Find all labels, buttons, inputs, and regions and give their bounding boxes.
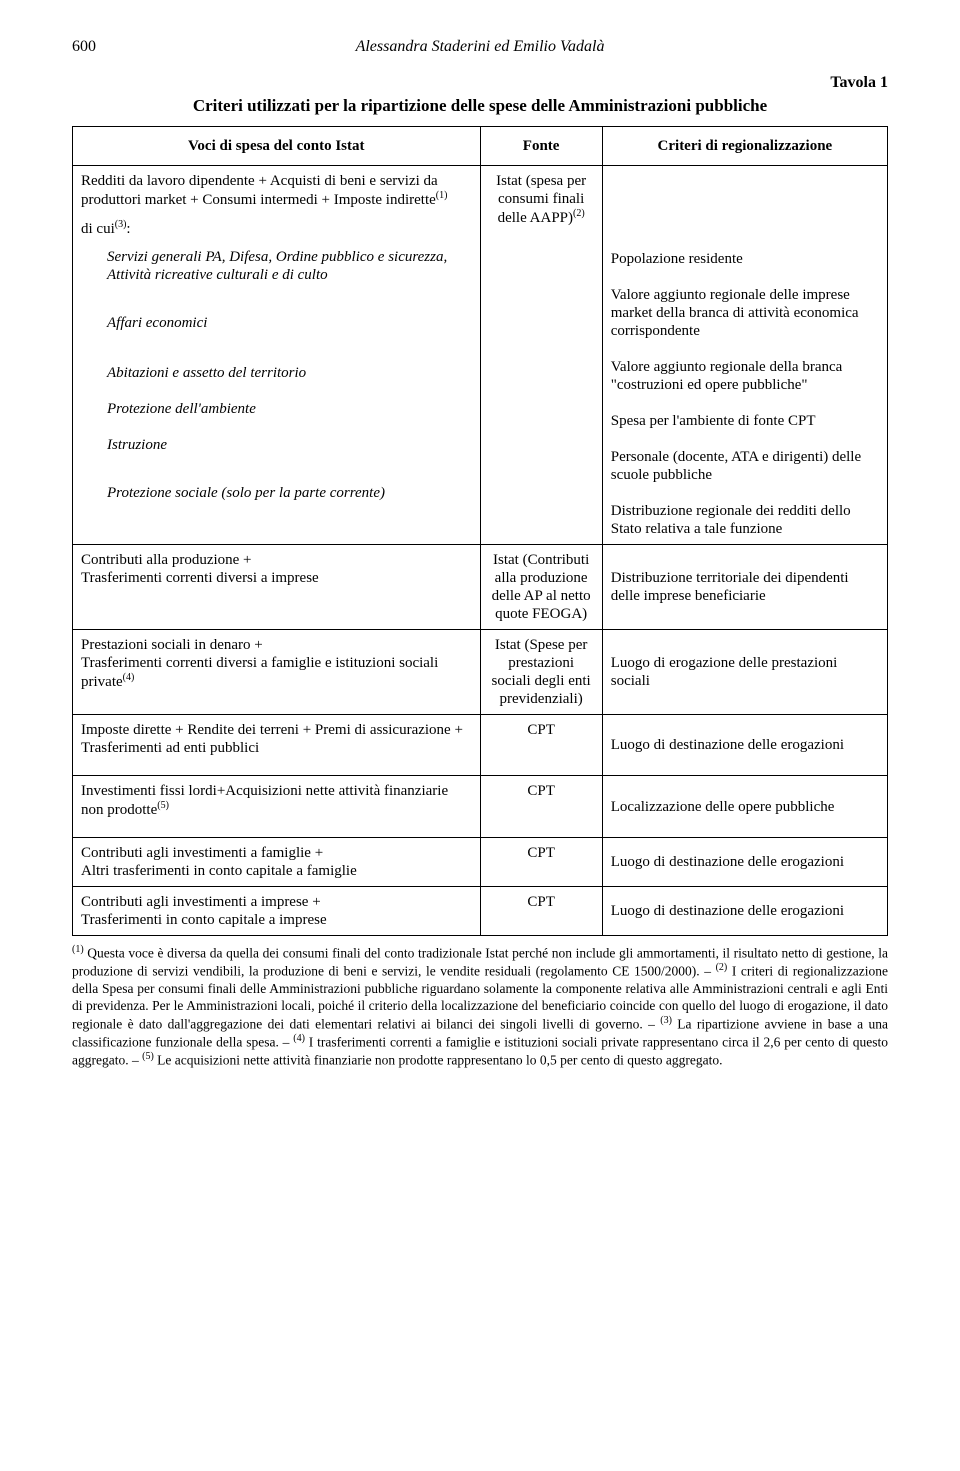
cell-voce: Prestazioni sociali in denaro + Trasferi… [73, 630, 481, 715]
cell-fonte: CPT [480, 776, 602, 838]
table-header-row: Voci di spesa del conto Istat Fonte Crit… [73, 127, 888, 166]
cell-voce-text: Prestazioni sociali in denaro + Trasferi… [81, 637, 438, 690]
cell-criteri: Distribuzione territoriale dei dipendent… [602, 545, 887, 630]
cell-fonte: Istat (Contributi alla produzione delle … [480, 545, 602, 630]
footnote-sup: (3) [660, 1015, 672, 1026]
fonte-sup: (2) [573, 208, 585, 219]
table-title: Criteri utilizzati per la ripartizione d… [72, 96, 888, 116]
col-header-voci: Voci di spesa del conto Istat [73, 127, 481, 166]
cell-voce: Contributi alla produzione + Trasferimen… [73, 545, 481, 630]
table-label: Tavola 1 [72, 74, 888, 92]
voce-top: Redditi da lavoro dipendente + Acquisti … [81, 172, 472, 209]
cell-fonte: CPT [480, 715, 602, 776]
footnote-sup: (4) [293, 1033, 305, 1044]
sub-servizi: Servizi generali PA, Difesa, Ordine pubb… [81, 248, 472, 284]
cell-voce: Contributi agli investimenti a imprese +… [73, 887, 481, 936]
sub-istruzione: Istruzione [81, 436, 472, 454]
cell-criteri: Localizzazione delle opere pubbliche [602, 776, 887, 838]
header-authors: Alessandra Staderini ed Emilio Vadalà [112, 38, 848, 56]
cell-criteri: Luogo di destinazione delle erogazioni [602, 838, 887, 887]
footnotes: (1) Questa voce è diversa da quella dei … [72, 944, 888, 1070]
table-row: Prestazioni sociali in denaro + Trasferi… [73, 630, 888, 715]
cell-criteri: Luogo di erogazione delle prestazioni so… [602, 630, 887, 715]
crit-ambiente: Spesa per l'ambiente di fonte CPT [611, 412, 879, 430]
footnote-sup: (1) [72, 944, 84, 955]
crit-affari: Valore aggiunto regionale delle imprese … [611, 286, 879, 340]
di-cui: di cui(3): [81, 219, 472, 238]
page-number: 600 [72, 38, 112, 56]
table-row: Investimenti fissi lordi+Acquisizioni ne… [73, 776, 888, 838]
cell-voce: Imposte dirette + Rendite dei terreni + … [73, 715, 481, 776]
page: 600 Alessandra Staderini ed Emilio Vadal… [0, 0, 960, 1471]
crit-sociale: Distribuzione regionale dei redditi dell… [611, 502, 879, 538]
col-header-fonte: Fonte [480, 127, 602, 166]
cell-fonte: CPT [480, 838, 602, 887]
crit-abitazioni: Valore aggiunto regionale della branca "… [611, 358, 879, 394]
cell-voce: Redditi da lavoro dipendente + Acquisti … [73, 166, 481, 545]
cell-voce: Investimenti fissi lordi+Acquisizioni ne… [73, 776, 481, 838]
cell-fonte: Istat (Spese per prestazioni sociali deg… [480, 630, 602, 715]
footnote-text: Le acquisizioni nette attività finanziar… [154, 1053, 723, 1068]
sub-abitazioni: Abitazioni e assetto del territorio [81, 364, 472, 382]
di-cui-sup: (3) [115, 219, 127, 230]
table-row: Redditi da lavoro dipendente + Acquisti … [73, 166, 888, 545]
col-header-criteri: Criteri di regionalizzazione [602, 127, 887, 166]
footnote-sup: (5) [142, 1051, 154, 1062]
cell-criteri: Luogo di destinazione delle erogazioni [602, 715, 887, 776]
table-row: Contributi agli investimenti a famiglie … [73, 838, 888, 887]
table-row: Imposte dirette + Rendite dei terreni + … [73, 715, 888, 776]
cell-criteri: Luogo di destinazione delle erogazioni [602, 887, 887, 936]
sub-ambiente: Protezione dell'ambiente [81, 400, 472, 418]
sub-sociale: Protezione sociale (solo per la parte co… [81, 484, 472, 502]
table-row: Contributi agli investimenti a imprese +… [73, 887, 888, 936]
di-cui-colon: : [126, 221, 130, 237]
cell-fonte: CPT [480, 887, 602, 936]
cell-voce-text: Investimenti fissi lordi+Acquisizioni ne… [81, 783, 448, 818]
cell-voce: Contributi agli investimenti a famiglie … [73, 838, 481, 887]
voce-top-sup: (1) [436, 190, 448, 201]
running-header: 600 Alessandra Staderini ed Emilio Vadal… [72, 38, 888, 56]
table-row: Contributi alla produzione + Trasferimen… [73, 545, 888, 630]
cell-fonte: Istat (spesa per consumi finali delle AA… [480, 166, 602, 545]
cell-voce-sup: (5) [157, 800, 169, 811]
voce-top-text: Redditi da lavoro dipendente + Acquisti … [81, 173, 438, 208]
sub-affari: Affari economici [81, 314, 472, 332]
cell-criteri: Popolazione residente Valore aggiunto re… [602, 166, 887, 545]
crit-popolazione: Popolazione residente [611, 250, 879, 268]
criteria-table: Voci di spesa del conto Istat Fonte Crit… [72, 126, 888, 936]
crit-istruzione: Personale (docente, ATA e dirigenti) del… [611, 448, 879, 484]
footnote-sup: (2) [716, 962, 728, 973]
di-cui-text: di cui [81, 221, 115, 237]
cell-voce-sup: (4) [123, 672, 135, 683]
